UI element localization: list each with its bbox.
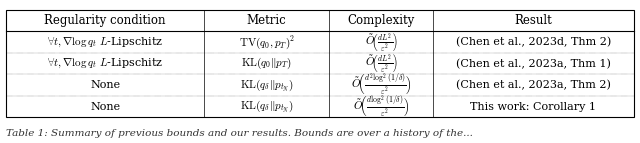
- Text: (Chen et al., 2023a, Thm 2): (Chen et al., 2023a, Thm 2): [456, 80, 611, 90]
- Text: Table 1: Summary of previous bounds and our results. Bounds are over a history o: Table 1: Summary of previous bounds and …: [6, 129, 473, 138]
- Text: (Chen et al., 2023d, Thm 2): (Chen et al., 2023d, Thm 2): [456, 37, 611, 47]
- Text: $\mathrm{KL}(q_0 \| p_T)$: $\mathrm{KL}(q_0 \| p_T)$: [241, 56, 292, 71]
- Text: $\tilde{O}\!\left(\frac{dL^2}{\varepsilon^2}\right)$: $\tilde{O}\!\left(\frac{dL^2}{\varepsilo…: [365, 31, 397, 53]
- Text: $\tilde{O}\!\left(\frac{dL^2}{\varepsilon^2}\right)$: $\tilde{O}\!\left(\frac{dL^2}{\varepsilo…: [365, 52, 397, 75]
- Text: $\mathrm{KL}(q_\delta \| p_{t_N})$: $\mathrm{KL}(q_\delta \| p_{t_N})$: [240, 99, 294, 114]
- Text: Complexity: Complexity: [348, 14, 415, 27]
- Text: $\forall t, \nabla \log q_t$ $L$-Lipschitz: $\forall t, \nabla \log q_t$ $L$-Lipschi…: [47, 57, 163, 70]
- Text: $\mathrm{KL}(q_\delta \| p_{t_N})$: $\mathrm{KL}(q_\delta \| p_{t_N})$: [240, 77, 294, 93]
- Text: Metric: Metric: [247, 14, 287, 27]
- Text: $\forall t, \nabla \log q_t$ $L$-Lipschitz: $\forall t, \nabla \log q_t$ $L$-Lipschi…: [47, 35, 163, 49]
- Text: (Chen et al., 2023a, Thm 1): (Chen et al., 2023a, Thm 1): [456, 58, 611, 69]
- Text: Result: Result: [515, 14, 552, 27]
- Text: None: None: [90, 80, 120, 90]
- Text: Regularity condition: Regularity condition: [44, 14, 166, 27]
- Text: $\mathrm{TV}(q_0, p_T)^2$: $\mathrm{TV}(q_0, p_T)^2$: [239, 34, 295, 51]
- Text: None: None: [90, 102, 120, 112]
- Text: This work: Corollary 1: This work: Corollary 1: [470, 102, 596, 112]
- Text: $\tilde{O}\!\left(\frac{d^2 \log^2(1/\delta)}{\varepsilon^2}\right)$: $\tilde{O}\!\left(\frac{d^2 \log^2(1/\de…: [351, 72, 412, 98]
- Text: $\tilde{O}\!\left(\frac{d \log^2(1/\delta)}{\varepsilon^2}\right)$: $\tilde{O}\!\left(\frac{d \log^2(1/\delt…: [353, 93, 410, 120]
